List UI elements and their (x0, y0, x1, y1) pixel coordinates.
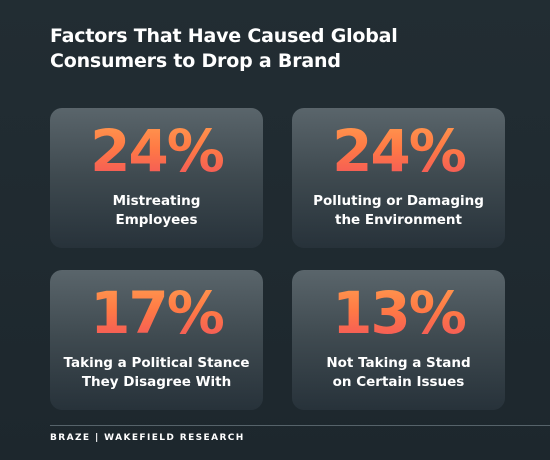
stat-percent: 17% (50, 282, 263, 344)
stat-label-line-2: They Disagree With (81, 374, 232, 390)
stat-label-line-2: the Environment (334, 212, 462, 228)
title-line-1: Factors That Have Caused Global (50, 25, 398, 47)
stat-percent: 13% (292, 282, 505, 344)
stat-label-line-2: Employees (115, 212, 198, 228)
stat-card-political-stance: 17% Taking a Political Stance They Disag… (50, 270, 263, 410)
stat-label: Not Taking a Stand on Certain Issues (292, 354, 505, 392)
title-line-2: Consumers to Drop a Brand (50, 50, 341, 72)
footer-divider (50, 425, 550, 426)
stat-label-line-1: Mistreating (112, 193, 201, 209)
stat-card-polluting-environment: 24% Polluting or Damaging the Environmen… (292, 108, 505, 248)
page-title: Factors That Have Caused Global Consumer… (50, 24, 490, 74)
stat-label-line-1: Polluting or Damaging (313, 193, 484, 209)
stat-label: Taking a Political Stance They Disagree … (50, 354, 263, 392)
source-credit: BRAZE | WAKEFIELD RESEARCH (50, 433, 245, 443)
stat-percent: 24% (292, 120, 505, 182)
stat-card-mistreating-employees: 24% Mistreating Employees (50, 108, 263, 248)
stat-label: Polluting or Damaging the Environment (292, 192, 505, 230)
stat-percent: 24% (50, 120, 263, 182)
stat-label-line-2: on Certain Issues (332, 374, 465, 390)
stat-label-line-1: Taking a Political Stance (63, 355, 250, 371)
stat-label-line-1: Not Taking a Stand (326, 355, 471, 371)
stat-label: Mistreating Employees (50, 192, 263, 230)
stat-card-not-taking-stand: 13% Not Taking a Stand on Certain Issues (292, 270, 505, 410)
